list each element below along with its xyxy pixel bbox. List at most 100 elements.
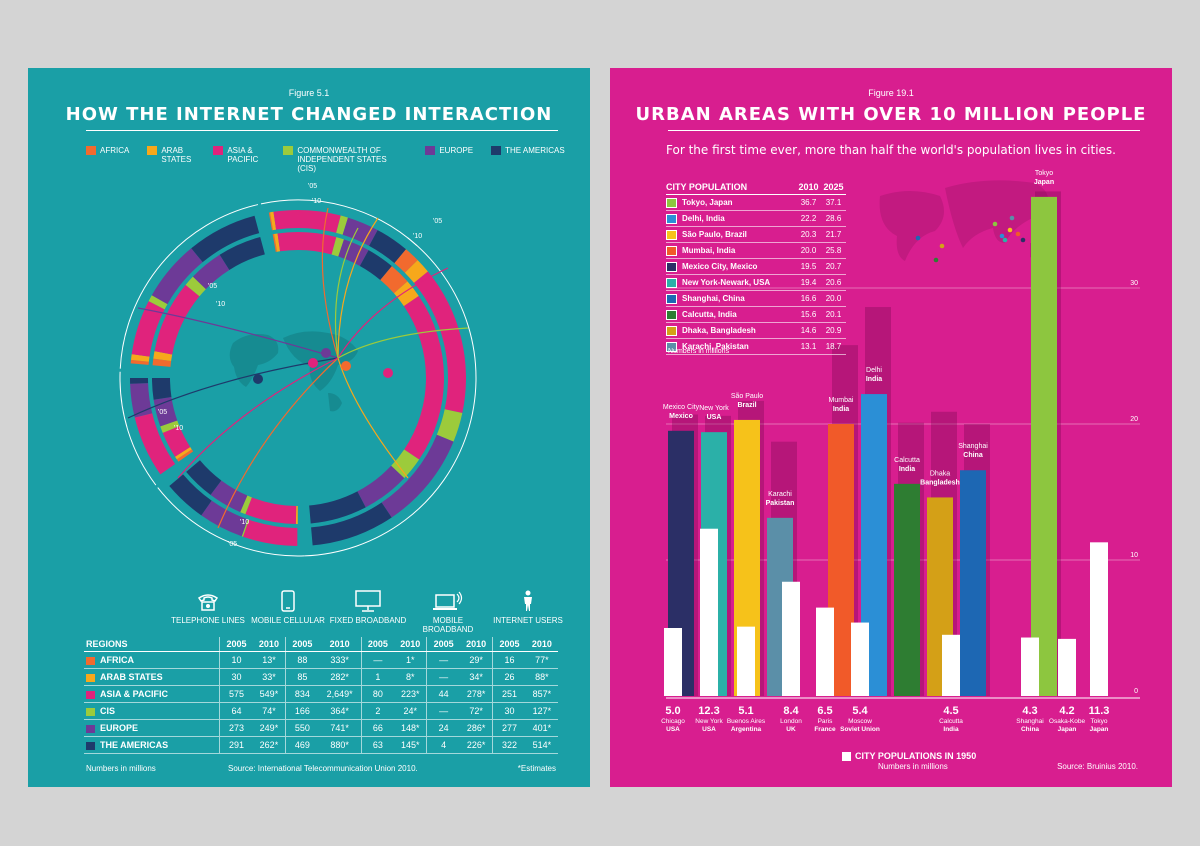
value-cell: 333* xyxy=(318,651,362,669)
bar-city-label: São Paulo xyxy=(731,393,763,400)
year-label: '05 xyxy=(158,409,167,416)
bar-city-label: Karachi xyxy=(768,491,792,498)
legend-item: AFRICA xyxy=(86,146,129,173)
city-cell: Shanghai, China xyxy=(666,290,796,307)
bar-country-label: Japan xyxy=(1034,179,1054,186)
country-1950-label: USA xyxy=(666,726,680,733)
city-cell: Mexico City, Mexico xyxy=(666,258,796,275)
year-header: 2010 xyxy=(394,637,427,652)
region-cell: EUROPE xyxy=(84,719,220,737)
year-header: 2005 xyxy=(360,637,395,652)
value-cell: 85 xyxy=(285,668,319,686)
value-cell: 278* xyxy=(459,685,493,703)
city-map-dot xyxy=(939,243,945,249)
city-map-dot xyxy=(915,235,921,241)
connector-line xyxy=(321,207,339,359)
bar-country-label: Mexico xyxy=(669,413,693,420)
region-node xyxy=(321,348,331,358)
estimates-note: *Estimates xyxy=(517,764,556,773)
city-swatch xyxy=(666,229,677,240)
segment-arc xyxy=(369,230,406,264)
legend-1950-label: CITY POPULATIONS IN 1950 xyxy=(855,751,977,761)
value-cell: 77* xyxy=(525,651,558,669)
value-cell: 277 xyxy=(492,719,526,737)
population-cell: 20.3 xyxy=(796,226,821,243)
region-cell: THE AMERICAS xyxy=(84,736,220,754)
region-cell: ARAB STATES xyxy=(84,668,220,686)
connector-line xyxy=(334,227,359,359)
bar-country-label: Bangladesh xyxy=(920,479,960,486)
city-map-dot xyxy=(1007,227,1013,233)
legend-label: ARAB STATES xyxy=(161,146,192,164)
value-1950-label: 4.5 xyxy=(943,705,958,717)
segment-arc xyxy=(359,250,392,280)
table-units-note: Numbers in millions xyxy=(668,348,730,355)
value-cell: 66 xyxy=(360,719,395,737)
city-1950-label: Calcutta xyxy=(939,718,963,725)
segment-arc xyxy=(130,354,150,362)
region-swatch xyxy=(86,741,95,750)
value-cell: 2 xyxy=(360,702,395,720)
region-swatch xyxy=(86,690,95,699)
value-cell: 63 xyxy=(360,736,395,754)
axis-tick-label: 20 xyxy=(1130,416,1138,423)
population-cell: 25.8 xyxy=(820,242,846,259)
value-cell: 2,649* xyxy=(318,685,362,703)
guide-arc xyxy=(304,237,477,557)
population-cell: 13.1 xyxy=(796,338,821,355)
table-row: ARAB STATES 30 33* 85 282* 1 8* —34* 26 88* xyxy=(84,668,558,686)
category-label: MOBILE CELLULAR xyxy=(251,616,325,625)
year-header: 2005 xyxy=(492,637,526,652)
region-node xyxy=(308,358,318,368)
urban-areas-panel: Figure 19.1 URBAN AREAS WITH OVER 10 MIL… xyxy=(610,68,1172,787)
city-map-dot xyxy=(999,233,1005,239)
year-header: 2010 xyxy=(459,637,493,652)
legend-swatch xyxy=(283,146,294,155)
segment-arc xyxy=(311,502,392,546)
regions-header: REGIONS xyxy=(84,637,220,652)
value-cell: 549* xyxy=(252,685,286,703)
year-header: 2010 xyxy=(252,637,286,652)
table-row: ASIA & PACIFIC 575 549* 834 2,649* 80 223* 44 27… xyxy=(84,685,558,703)
guide-arc xyxy=(119,371,157,486)
population-cell: 15.6 xyxy=(796,306,821,323)
value-cell: 401* xyxy=(525,719,558,737)
country-1950-label: Argentina xyxy=(731,726,762,733)
title-rule xyxy=(668,130,1140,131)
city-1950-label: London xyxy=(780,718,802,725)
segment-arc xyxy=(274,233,281,252)
table-row: Delhi, India 22.2 28.6 xyxy=(666,210,846,227)
segment-arc xyxy=(381,434,454,518)
bar-city-label: Tokyo xyxy=(1035,170,1053,177)
region-name: ASIA & PACIFIC xyxy=(100,689,169,699)
city-map-dot xyxy=(1020,237,1026,243)
bar-2010 xyxy=(960,470,986,696)
bar-city-label: Calcutta xyxy=(894,457,920,464)
region-cell: CIS xyxy=(84,702,220,720)
city-map-dot xyxy=(1009,215,1015,221)
region-name: ARAB STATES xyxy=(100,672,163,682)
city-name: Tokyo, Japan xyxy=(682,197,733,207)
value-1950-label: 8.4 xyxy=(783,705,799,717)
category-label: INTERNET USERS xyxy=(493,616,563,625)
segment-arc xyxy=(192,254,230,290)
population-cell: 20.6 xyxy=(820,274,846,291)
city-map-dot xyxy=(992,221,998,227)
city-1950-label: Tokyo xyxy=(1091,718,1108,725)
units-note: Numbers in millions xyxy=(86,764,156,773)
bar-country-label: China xyxy=(963,452,983,459)
year-header: 2010 xyxy=(525,637,558,652)
segment-arc xyxy=(153,351,173,362)
region-swatch xyxy=(86,656,95,665)
bar-1950 xyxy=(816,607,834,696)
segment-arc xyxy=(219,236,265,270)
table-row: São Paulo, Brazil 20.3 21.7 xyxy=(666,226,846,243)
city-name: São Paulo, Brazil xyxy=(682,229,747,239)
city-cell: Mumbai, India xyxy=(666,242,796,259)
city-1950-label: Buenos Aires xyxy=(727,718,766,725)
segment-arc xyxy=(241,519,249,537)
segment-arc xyxy=(269,211,277,231)
bar-city-label: Shanghai xyxy=(958,443,988,450)
region-swatch xyxy=(86,724,95,733)
